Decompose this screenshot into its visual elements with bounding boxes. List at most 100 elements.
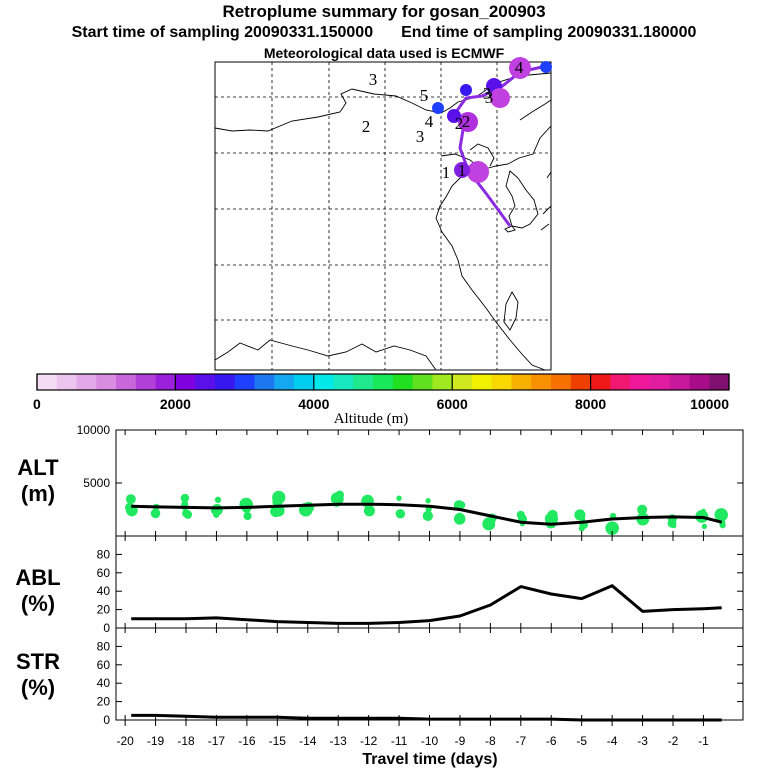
liaodong-coast [469, 143, 495, 167]
x-tick-label: -4 [607, 734, 618, 748]
alt-ensemble-dot [363, 495, 370, 501]
colorbar-cell [175, 374, 196, 390]
colorbar-cell [669, 374, 690, 390]
colorbar-cell [590, 374, 611, 390]
alt-ensemble-dot [453, 513, 466, 525]
colorbar-tick-label: 6000 [437, 396, 468, 412]
korea-peninsula [505, 170, 539, 229]
northeast-border [519, 99, 552, 121]
sampling-times: Start time of sampling 20090331.150000 En… [0, 24, 768, 42]
colorbar-cell [610, 374, 631, 390]
alt-ensemble-dot [578, 525, 585, 532]
x-axis: -20 -19 -18 -17 -16 -15 -14 -13 -12 -11 -10 -9 -8 -7 -… [116, 720, 709, 748]
colorbar-cell [511, 374, 532, 390]
plume-blob [458, 112, 478, 132]
y-tick-label: 0 [103, 713, 110, 727]
colorbar-tick-label: 2000 [160, 396, 191, 412]
day-label: 3 [483, 84, 492, 103]
plume-blob [509, 57, 531, 79]
alt-ensemble-dot [422, 510, 433, 521]
alt-ensemble-dot [180, 493, 190, 503]
plume-blob [467, 161, 489, 183]
x-tick-label: -1 [698, 734, 709, 748]
plume-blob [447, 109, 461, 123]
y-tick-label: 5000 [83, 476, 110, 490]
colorbar-cell [116, 374, 137, 390]
colorbar-cell [76, 374, 97, 390]
y-tick-label: 10000 [77, 423, 111, 437]
plume-blob [432, 102, 444, 114]
x-tick-label: -17 [208, 734, 226, 748]
alt-ensemble-dot [363, 505, 375, 517]
colorbar-cell [274, 374, 295, 390]
colorbar-cell [452, 374, 473, 390]
alt-ensemble-dot [425, 498, 431, 504]
chart-title: Retroplume summary for gosan_200903 [222, 2, 546, 21]
china-coastline [435, 125, 552, 371]
colorbar-tick-label: 0 [33, 396, 41, 412]
y-tick-label: 60 [97, 566, 111, 580]
x-tick-label: -8 [485, 734, 496, 748]
str-panel: 0 20 40 60 80 [97, 628, 743, 727]
alt-ensemble-dot [701, 523, 707, 530]
colorbar-cell [551, 374, 572, 390]
colorbar-cell [155, 374, 176, 390]
x-tick-label: -14 [299, 734, 317, 748]
day-label: 4 [515, 58, 524, 77]
x-tick-label: -19 [147, 734, 165, 748]
alt-panel: 5000 10000 [77, 423, 743, 536]
plume-blob [490, 88, 510, 108]
alt-ensemble-dot [155, 510, 160, 516]
day-label: 3 [416, 127, 425, 146]
plume-track [432, 57, 552, 227]
end-time: End time of sampling 20090331.180000 [401, 24, 697, 41]
x-tick-label: -10 [421, 734, 439, 748]
day-label: 2 [462, 112, 471, 131]
colorbar-cell [709, 374, 730, 390]
x-tick-label: -15 [269, 734, 287, 748]
alt-label: ALT [17, 455, 59, 480]
taiwan-island [503, 291, 519, 331]
x-tick-label: -9 [455, 734, 466, 748]
alt-ensemble-dot [671, 523, 677, 529]
colorbar-cell [373, 374, 394, 390]
x-axis-title: Travel time (days) [362, 751, 497, 768]
map-graticule [215, 62, 551, 370]
y-tick-label: 20 [97, 603, 111, 617]
colorbar-cell [313, 374, 334, 390]
abl-label: ABL [15, 565, 60, 590]
colorbar-cell [353, 374, 374, 390]
alt-ensemble-dot [330, 492, 344, 506]
colorbar-cell [195, 374, 216, 390]
x-tick-label: -18 [177, 734, 195, 748]
colorbar-cell [412, 374, 433, 390]
colorbar-cell [37, 374, 58, 390]
str-label: STR [16, 649, 60, 674]
colorbar-tick-label: 10000 [690, 396, 729, 412]
japan-coast [540, 171, 552, 231]
colorbar-title: Altitude (m) [334, 411, 409, 427]
abl-panel-frame [115, 535, 744, 629]
day-label: 3 [485, 88, 494, 107]
day-label: 3 [369, 70, 378, 89]
china-mongolia-border [214, 72, 552, 132]
plume-blob [460, 84, 472, 96]
colorbar-cell [294, 374, 315, 390]
alt-ensemble-dot [214, 496, 222, 503]
colorbar-cell [471, 374, 493, 390]
x-tick-label: -12 [360, 734, 378, 748]
alt-ensemble-dot [701, 508, 706, 513]
x-tick-label: -11 [391, 734, 408, 748]
day-label: 4 [425, 112, 434, 131]
alt-series-line [131, 502, 723, 526]
alt-unit: (m) [21, 481, 55, 506]
day-label: 1 [458, 161, 467, 180]
alt-ensemble-dot [516, 510, 525, 519]
colorbar-tick-label: 4000 [298, 396, 329, 412]
alt-ensemble-dot [213, 511, 220, 518]
alt-ensemble-dot [545, 513, 558, 526]
colorbar-cells [37, 374, 730, 390]
colorbar-cell [570, 374, 591, 390]
